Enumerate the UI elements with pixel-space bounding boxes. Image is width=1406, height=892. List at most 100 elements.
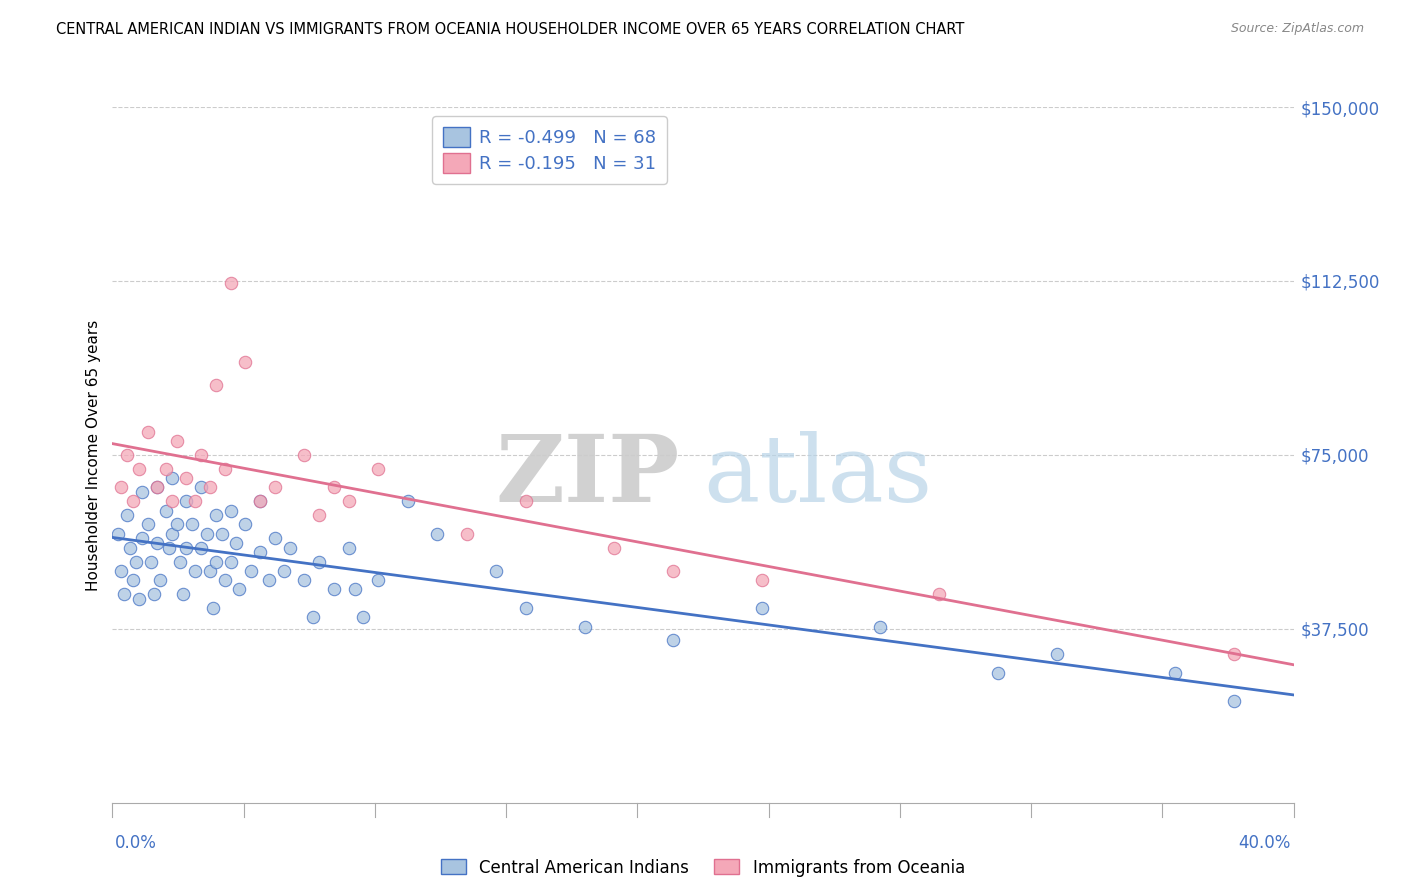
Point: [302, 610, 325, 624]
Point: [131, 532, 153, 546]
Point: [136, 517, 159, 532]
Point: [214, 573, 236, 587]
Point: [278, 541, 301, 555]
Point: [869, 619, 891, 633]
Point: [662, 564, 685, 578]
Point: [201, 601, 224, 615]
Point: [205, 555, 228, 569]
Text: CENTRAL AMERICAN INDIAN VS IMMIGRANTS FROM OCEANIA HOUSEHOLDER INCOME OVER 65 YE: CENTRAL AMERICAN INDIAN VS IMMIGRANTS FR…: [56, 22, 965, 37]
Point: [174, 494, 197, 508]
Point: [122, 494, 145, 508]
Point: [198, 480, 221, 494]
Point: [323, 480, 346, 494]
Point: [662, 633, 685, 648]
Point: [125, 555, 148, 569]
Point: [160, 494, 183, 508]
Point: [149, 573, 172, 587]
Point: [160, 471, 183, 485]
Point: [157, 541, 180, 555]
Point: [426, 526, 449, 541]
Point: [136, 425, 159, 439]
Point: [142, 587, 165, 601]
Point: [264, 532, 287, 546]
Point: [122, 573, 145, 587]
Text: 40.0%: 40.0%: [1239, 834, 1291, 852]
Point: [160, 526, 183, 541]
Point: [166, 517, 188, 532]
Legend: Central American Indians, Immigrants from Oceania: Central American Indians, Immigrants fro…: [433, 850, 973, 885]
Point: [172, 587, 194, 601]
Point: [205, 378, 228, 392]
Point: [987, 665, 1010, 680]
Point: [112, 587, 135, 601]
Point: [515, 601, 537, 615]
Point: [211, 526, 233, 541]
Point: [1164, 665, 1187, 680]
Point: [146, 480, 169, 494]
Point: [273, 564, 295, 578]
Point: [240, 564, 263, 578]
Point: [249, 494, 271, 508]
Point: [184, 494, 207, 508]
Point: [155, 503, 177, 517]
Point: [337, 541, 360, 555]
Point: [198, 564, 221, 578]
Point: [205, 508, 228, 523]
Point: [1223, 694, 1246, 708]
Point: [337, 494, 360, 508]
Point: [603, 541, 626, 555]
Point: [292, 448, 315, 462]
Point: [120, 541, 142, 555]
Point: [214, 462, 236, 476]
Point: [107, 526, 129, 541]
Point: [1046, 648, 1069, 662]
Point: [574, 619, 596, 633]
Point: [292, 573, 315, 587]
Point: [219, 503, 242, 517]
Point: [110, 480, 132, 494]
Point: [367, 462, 389, 476]
Point: [139, 555, 162, 569]
Point: [110, 564, 132, 578]
Point: [367, 573, 389, 587]
Text: ZIP: ZIP: [495, 431, 679, 521]
Point: [128, 591, 150, 606]
Point: [308, 555, 330, 569]
Point: [184, 564, 207, 578]
Point: [233, 517, 256, 532]
Point: [264, 480, 287, 494]
Point: [117, 448, 138, 462]
Point: [456, 526, 478, 541]
Point: [751, 601, 773, 615]
Point: [228, 582, 250, 597]
Point: [219, 555, 242, 569]
Point: [146, 480, 169, 494]
Point: [174, 471, 197, 485]
Point: [323, 582, 346, 597]
Text: atlas: atlas: [703, 431, 932, 521]
Point: [751, 573, 773, 587]
Point: [928, 587, 950, 601]
Point: [195, 526, 218, 541]
Point: [155, 462, 177, 476]
Y-axis label: Householder Income Over 65 years: Householder Income Over 65 years: [86, 319, 101, 591]
Point: [485, 564, 508, 578]
Point: [233, 355, 256, 369]
Point: [146, 536, 169, 550]
Point: [396, 494, 419, 508]
Point: [343, 582, 366, 597]
Point: [169, 555, 191, 569]
Point: [190, 448, 212, 462]
Point: [131, 485, 153, 500]
Point: [249, 494, 271, 508]
Point: [128, 462, 150, 476]
Point: [219, 277, 242, 291]
Point: [117, 508, 138, 523]
Text: Source: ZipAtlas.com: Source: ZipAtlas.com: [1230, 22, 1364, 36]
Point: [515, 494, 537, 508]
Point: [257, 573, 280, 587]
Point: [249, 545, 271, 559]
Point: [174, 541, 197, 555]
Point: [308, 508, 330, 523]
Point: [225, 536, 247, 550]
